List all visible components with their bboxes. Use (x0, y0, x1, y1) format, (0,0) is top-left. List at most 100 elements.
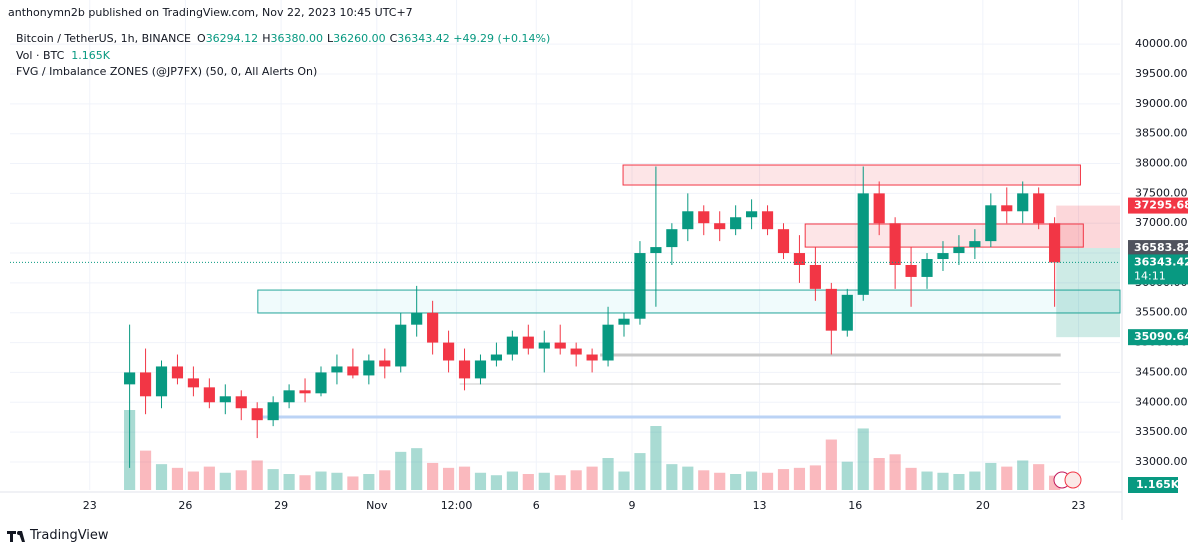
volume-bar (474, 472, 487, 490)
candle-body (124, 372, 136, 385)
volume-bar (506, 471, 518, 490)
volume-bar (953, 474, 965, 490)
volume-bar (937, 472, 949, 490)
volume-bar (490, 475, 503, 490)
stop-zone (1056, 205, 1120, 249)
target-badge: 35090.64 (1134, 330, 1192, 343)
candle-body (235, 396, 247, 409)
candle-body (650, 247, 662, 254)
volume-bar (586, 466, 598, 490)
y-tick-label: 34000.00 (1135, 395, 1188, 408)
entry-badge-bg (1128, 240, 1188, 257)
volume-bar (187, 471, 199, 490)
candle-body (427, 312, 439, 343)
candle-body (139, 372, 152, 397)
price-badge-bg (1128, 254, 1188, 285)
candle-body (363, 360, 375, 376)
candle-body (331, 366, 343, 373)
y-tick-label: 38500.00 (1135, 127, 1188, 140)
countdown: 14:11 (1134, 269, 1166, 282)
candle-body (666, 229, 678, 248)
volume-bar (315, 471, 327, 490)
x-tick-label: 23 (83, 499, 97, 512)
volume-bar (1017, 460, 1029, 490)
stop-badge: 37295.68 (1134, 199, 1192, 212)
ohlc-label: L (326, 32, 334, 45)
event-icon (1064, 471, 1082, 489)
candle-body (522, 336, 534, 349)
candle-body (682, 211, 694, 230)
volume-bar (730, 474, 742, 490)
y-tick-label: 33000.00 (1135, 455, 1188, 468)
volume-bar (538, 472, 550, 490)
y-tick-label: 37500.00 (1135, 186, 1188, 199)
volume-bar (411, 448, 423, 490)
legend-symbol-row: Bitcoin / TetherUS, 1h, BINANCE O36294.12… (16, 32, 550, 45)
candle-body (714, 223, 726, 230)
candle-body (1001, 205, 1013, 212)
candle-body (1017, 193, 1029, 212)
indicator: FVG / Imbalance ZONES (@JP7FX) (50, 0, A… (16, 65, 318, 78)
volume-bar (921, 471, 933, 490)
candle-body (554, 342, 566, 349)
candle-body (841, 294, 853, 331)
volume-bar (841, 461, 853, 490)
volume-bar (395, 451, 407, 490)
volume-bar (873, 458, 885, 490)
volume-bar (761, 472, 774, 490)
volume-bar (203, 466, 215, 490)
candle-body (251, 408, 263, 421)
ohlc-label: O (197, 32, 206, 45)
ohlc-value: 36380.00 (270, 32, 323, 45)
y-tick-label: 34500.00 (1135, 365, 1188, 378)
volume-bar (618, 471, 630, 490)
x-tick-label: 9 (628, 499, 635, 512)
candle-body (299, 390, 311, 394)
candle-body (1049, 223, 1061, 263)
volume-bar (777, 469, 790, 490)
candle-body (187, 378, 199, 388)
volume-bar (905, 467, 917, 490)
candle-body (203, 387, 215, 403)
volume-bar (427, 462, 439, 490)
volume-bar (171, 467, 184, 490)
volume-bar (825, 439, 837, 490)
volume-value: 1.165K (71, 49, 110, 62)
candle-body (825, 288, 837, 331)
volume-bar (442, 467, 455, 490)
volume-bar (889, 454, 901, 490)
volume-bar (1033, 464, 1045, 490)
candle-body (889, 223, 901, 265)
volume-bar (666, 464, 678, 490)
candle-body (730, 217, 742, 230)
volume-bar (985, 462, 997, 490)
candle-body (219, 396, 231, 403)
candle-body (474, 360, 487, 379)
ohlc: O36294.12 H36380.00 L36260.00 C36343.42 (191, 32, 450, 45)
candle-body (267, 402, 279, 421)
volume-bar (634, 453, 646, 490)
candle-body (777, 229, 790, 254)
footer-logo: TradingView (30, 528, 109, 543)
volume-bar (331, 472, 343, 490)
y-tick-label: 39500.00 (1135, 67, 1188, 80)
candle-body (395, 324, 407, 367)
candle-body (761, 211, 774, 230)
candle-body (985, 205, 997, 242)
volume-bar (379, 470, 391, 490)
symbol: Bitcoin / TetherUS, 1h, BINANCE (16, 32, 192, 45)
y-tick-label: 37000.00 (1135, 216, 1188, 229)
ohlc-label: C (389, 32, 398, 45)
volume-name: Vol · BTC (16, 49, 65, 62)
candle-body (793, 253, 806, 265)
volume-bar (155, 464, 168, 490)
candle-body (458, 360, 471, 379)
ohlc-label: H (262, 32, 271, 45)
publisher: anthonymn2b published on TradingView.com… (8, 6, 413, 19)
x-tick-label: Nov (366, 499, 388, 512)
volume-bar (682, 466, 694, 490)
volume-badge: 1.165K (1136, 478, 1180, 491)
volume-bar (650, 426, 662, 490)
